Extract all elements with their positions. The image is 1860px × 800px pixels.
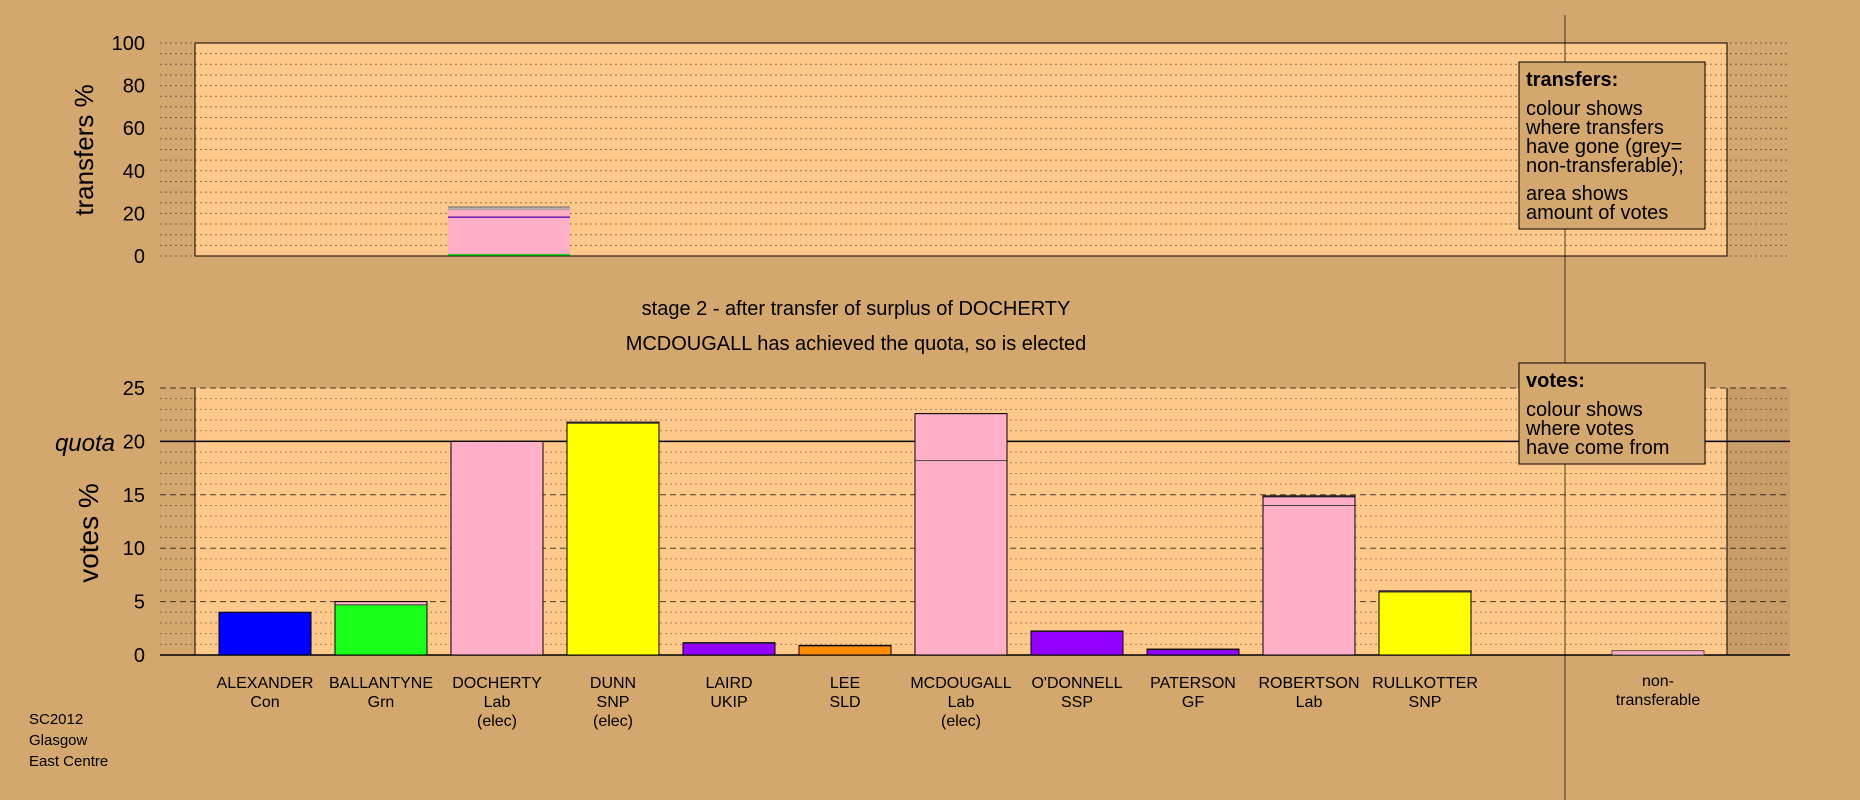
votes-y-tick-label: 20 [123, 431, 145, 453]
vote-bar-outline [334, 601, 428, 656]
candidate-label-line: Lab [1296, 694, 1323, 711]
candidate-label-line: SSP [1061, 694, 1093, 711]
candidate-label-line: ALEXANDER [217, 675, 314, 692]
legend-text-line: colour shows [1526, 399, 1643, 421]
candidate-label-line: Lab [484, 694, 511, 711]
transfers-y-tick-label: 40 [123, 161, 145, 183]
transfer-bar-segment [448, 207, 570, 210]
transfers-plot-frame [194, 42, 1728, 257]
vote-bar-outline [566, 421, 660, 656]
legend-box [1518, 362, 1706, 465]
legend-text-line: area shows [1526, 183, 1628, 205]
legend-text-line: amount of votes [1526, 202, 1668, 224]
candidate-label-line: SNP [1409, 694, 1442, 711]
legend-text-line: non-transferable); [1526, 155, 1684, 177]
transfer-bar-segment [448, 253, 570, 256]
vote-bar-segment [1146, 649, 1240, 656]
votes-panel: 0 5 10 15 20 25 votes % quota ALEXANDER Con BAL… [55, 378, 1790, 730]
candidate-label-line: PATERSON [1150, 675, 1236, 692]
legend-box [1518, 61, 1706, 230]
legend-text-line: where transfers [1525, 117, 1664, 139]
footer-line: East Centre [29, 753, 108, 770]
votes-y-tick-label: 10 [123, 538, 145, 560]
candidate-label-line: (elec) [477, 713, 517, 730]
transfers-y-tick-label: 100 [112, 33, 145, 55]
stage-subtitle: MCDOUGALL has achieved the quota, so is … [626, 333, 1087, 355]
vote-bar-segment [914, 460, 1008, 656]
vote-bar-segment [798, 645, 892, 656]
candidate-label-line: O'DONNELL [1031, 675, 1122, 692]
nontransferable-label-line: non- [1642, 673, 1674, 690]
legend-title: transfers: [1526, 69, 1618, 91]
vote-bar-outline [1378, 590, 1472, 656]
nontransferable-bar [1611, 650, 1705, 656]
candidate-label-line: (elec) [593, 713, 633, 730]
transfer-bar-segment [448, 217, 570, 254]
vote-bar-outline [914, 413, 1008, 656]
legend-text-line: colour shows [1526, 98, 1643, 120]
nontransferable-label-line: transferable [1616, 692, 1701, 709]
vote-bar-outline [450, 440, 544, 656]
votes-y-tick-label: 5 [134, 592, 145, 614]
vote-bar-segment [682, 642, 776, 656]
legend-title: votes: [1526, 370, 1585, 392]
candidate-label-line: DUNN [590, 675, 636, 692]
candidate-label-line: Lab [948, 694, 975, 711]
vote-bar-segment [1262, 496, 1356, 506]
candidate-label-line: BALLANTYNE [329, 675, 433, 692]
votes-y-tick-label: 15 [123, 485, 145, 507]
candidate-label-line: (elec) [941, 713, 981, 730]
quota-label: quota [55, 430, 115, 457]
footer-line: SC2012 [29, 711, 83, 728]
vote-bar-segment [334, 604, 428, 656]
votes-y-tick-label: 25 [123, 378, 145, 400]
votes-y-tick-label: 0 [134, 645, 145, 667]
vote-bar-outline [1030, 630, 1124, 656]
legend-text-line: where votes [1525, 418, 1634, 440]
transfers-y-tick-label: 60 [123, 118, 145, 140]
candidate-label-line: UKIP [710, 694, 747, 711]
footer-line: Glasgow [29, 732, 88, 749]
vote-bar-segment [566, 422, 660, 656]
legend-text-line: have gone (grey= [1526, 136, 1682, 158]
transfers-y-axis-label: transfers % [69, 84, 99, 216]
legend-text-line: have come from [1526, 437, 1669, 459]
candidate-label-line: DOCHERTY [452, 675, 542, 692]
candidate-label-line: LEE [830, 675, 860, 692]
transfers-panel: 0 20 40 60 80 100 transfers % [69, 33, 1790, 268]
transfer-bar-segment [448, 216, 570, 218]
vote-bar-segment [1378, 591, 1472, 656]
vote-bar-segment [218, 611, 312, 656]
votes-y-axis-label: votes % [73, 483, 104, 583]
vote-bar-outline [1146, 648, 1240, 656]
candidate-label-line: LAIRD [705, 675, 752, 692]
vote-bar-segment [1030, 631, 1124, 656]
vote-bar-outline [1262, 495, 1356, 656]
candidate-label-line: SNP [597, 694, 630, 711]
candidate-label-line: MCDOUGALL [910, 675, 1011, 692]
candidate-label-line: RULLKOTTER [1372, 675, 1478, 692]
transfers-y-tick-label: 80 [123, 76, 145, 98]
footer-caption: SC2012 Glasgow East Centre [29, 711, 108, 770]
vote-bar-segment [1262, 505, 1356, 656]
vote-bar-outline [798, 644, 892, 656]
vote-bar-outline [682, 642, 776, 656]
candidate-label-line: Con [250, 694, 279, 711]
transfers-y-tick-label: 0 [134, 246, 145, 268]
vote-bar-segment [450, 440, 544, 656]
candidate-label-line: ROBERTSON [1258, 675, 1359, 692]
vote-bar-outline [218, 611, 312, 656]
transfer-bar-segment [448, 209, 570, 217]
candidate-label-line: Grn [368, 694, 395, 711]
stage-title: stage 2 - after transfer of surplus of D… [642, 298, 1071, 320]
vote-bar-segment [914, 413, 1008, 462]
candidate-label-line: GF [1182, 694, 1204, 711]
transfers-y-tick-label: 20 [123, 203, 145, 225]
candidate-label-line: SLD [829, 694, 860, 711]
